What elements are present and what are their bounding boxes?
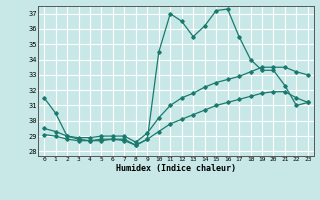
X-axis label: Humidex (Indice chaleur): Humidex (Indice chaleur) bbox=[116, 164, 236, 173]
